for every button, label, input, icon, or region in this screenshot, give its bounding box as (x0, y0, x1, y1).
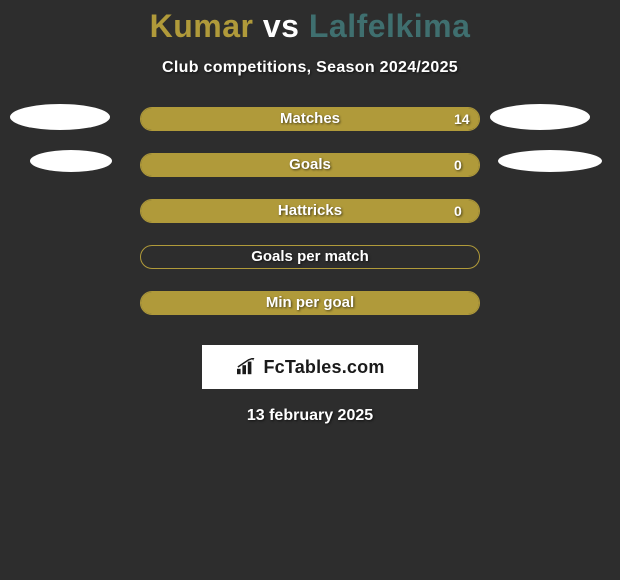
stat-bar (140, 107, 480, 131)
stat-row: Goals per match (0, 245, 620, 291)
stat-row: Goals0 (0, 153, 620, 199)
side-ellipse-right (498, 150, 602, 172)
stat-bar (140, 291, 480, 315)
stat-row: Min per goal (0, 291, 620, 337)
stat-bar-fill (141, 154, 479, 176)
side-ellipse-right (490, 104, 590, 130)
logo-box: FcTables.com (202, 345, 418, 389)
chart-icon (235, 358, 257, 376)
logo-text: FcTables.com (263, 357, 384, 378)
date-text: 13 february 2025 (0, 407, 620, 425)
subtitle: Club competitions, Season 2024/2025 (0, 59, 620, 77)
stat-row: Matches14 (0, 107, 620, 153)
vs-text: vs (263, 8, 300, 44)
stat-row: Hattricks0 (0, 199, 620, 245)
stat-bar (140, 245, 480, 269)
side-ellipse-left (30, 150, 112, 172)
player2-name: Lalfelkima (309, 8, 471, 44)
side-ellipse-left (10, 104, 110, 130)
stat-bar-fill (141, 292, 479, 314)
stat-bar (140, 199, 480, 223)
player1-name: Kumar (150, 8, 254, 44)
stat-bar-fill (141, 108, 479, 130)
stat-bar (140, 153, 480, 177)
comparison-title: Kumar vs Lalfelkima (0, 0, 620, 45)
stat-bar-fill (141, 200, 479, 222)
stats-chart: Matches14Goals0Hattricks0Goals per match… (0, 107, 620, 337)
